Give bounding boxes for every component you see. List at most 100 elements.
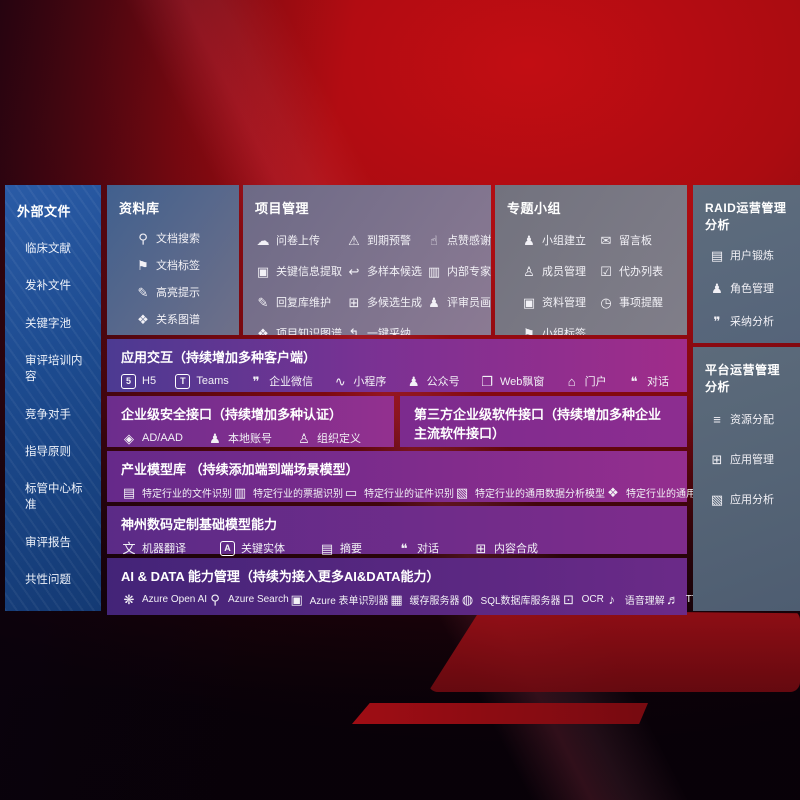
summary-icon: ▤ — [320, 540, 334, 556]
feature-item: ♟ 角色管理 — [709, 280, 792, 296]
feature-item: ❖ 项目知识图谱 — [255, 325, 342, 336]
feature-item: ⊞ 应用管理 — [709, 451, 792, 467]
feature-label: 文档标签 — [156, 260, 200, 272]
feature-item: ❞ 采纳分析 — [709, 313, 792, 329]
miniprogram-icon: ∿ — [334, 373, 346, 389]
feature-label: 代办列表 — [619, 266, 663, 278]
feature-label: 项目知识图谱 — [276, 328, 342, 335]
feature-label: 对话 — [417, 543, 439, 555]
laptop-base-silhouette — [352, 703, 648, 724]
feature-label: 小程序 — [353, 376, 387, 388]
material-manage-icon: ▣ — [522, 294, 536, 310]
feature-item: 文机器翻译 — [121, 540, 186, 556]
laptop-screen-silhouette — [428, 610, 800, 692]
feature-item: ❖ 关系图谱 — [135, 311, 227, 327]
feature-label: 企业微信 — [269, 376, 314, 388]
external-files-list: 临床文献 发补文件 关键字池 审评培训内容 竞争对手 指导原则 标管中心标准 审评报告 共性问题 — [17, 220, 91, 597]
due-alarm-icon: ⚠ — [348, 232, 360, 248]
raid-analysis-title: RAID运营管理分析 — [705, 201, 787, 232]
feature-item: ∿ 小程序 — [332, 373, 386, 389]
ai-data-items: ❋ Azure Open AI ⚲ Azure Search ▣ Azure 表单识别器 ▦… — [121, 592, 705, 607]
feature-item: ✎ 回复库维护 — [255, 294, 342, 310]
thirdparty-interface-row: 第三方企业级软件接口（持续增加多种企业主流软件接口） ⚙API自动化设计器 — [400, 396, 687, 464]
feature-label: 应用管理 — [730, 454, 774, 466]
teams-icon: T — [175, 373, 191, 389]
cloud-upload-icon: ☁ — [256, 232, 270, 248]
sql-database-icon: ◍ — [461, 592, 474, 607]
project-knowledge-graph-icon: ❖ — [257, 325, 269, 336]
azure-search-icon: ⚲ — [210, 592, 220, 607]
feature-item: ☁ 问卷上传 — [255, 232, 342, 248]
document-tag-icon: ⚑ — [137, 257, 149, 273]
feature-label: 角色管理 — [730, 283, 774, 295]
project-management-title: 项目管理 — [255, 201, 310, 216]
feature-item: ✎ 高亮提示 — [135, 284, 227, 300]
member-manage-icon: ♙ — [523, 263, 535, 279]
feature-item: ▥ 内部专家排名 — [426, 263, 491, 279]
multi-sample-candidate-icon: ↩ — [348, 263, 360, 279]
feature-label: AD/AAD — [142, 432, 183, 444]
feature-item: ⊞ 多候选生成 — [346, 294, 422, 310]
feature-label: 语音理解 — [624, 596, 665, 607]
feature-item: ⌂ 门户 — [564, 373, 607, 389]
dialog-icon: ❝ — [630, 373, 638, 389]
official-account-icon: ♟ — [407, 373, 420, 389]
reply-library-icon: ✎ — [257, 294, 269, 310]
feature-label: 内部专家排名 — [447, 266, 491, 278]
group-tag-icon: ⚑ — [523, 325, 535, 336]
feature-label: 摘要 — [340, 543, 362, 555]
qa-bubble-icon: ❞ — [713, 313, 721, 329]
project-management-items: ☁ 问卷上传 ⚠ 到期预警 ☝ 点赞感谢 ▣ 关键信息提取 ↩ 多样本候选 ▥ 内部专家排名 ✎ 回复库维… — [255, 232, 492, 336]
topic-group-panel: 专题小组 ♟ 小组建立 ✉ 留言板 ♙ 成员管理 ☑ 代办列表 ▣ 资料管理 ◷ 事项提醒 ⚑ 小组标签 — [495, 185, 687, 335]
thumbs-up-icon: ☝ — [430, 232, 438, 248]
key-entity-icon: A — [220, 540, 235, 556]
app-analysis-icon: ▧ — [710, 491, 724, 507]
feature-label: 资源分配 — [730, 414, 774, 426]
feature-item: ◷ 事项提醒 — [598, 294, 675, 310]
feature-item: ◈ AD/AAD — [121, 432, 183, 445]
feature-label: H5 — [142, 375, 157, 387]
platform-analysis-items: ≡ 资源分配 ⊞ 应用管理 ▧ 应用分析 — [705, 411, 792, 507]
receipt-recognition-icon: ▥ — [233, 485, 247, 500]
feature-label: 回复库维护 — [276, 297, 331, 309]
feature-item: ▤ 摘要 — [319, 540, 362, 556]
feature-label: 门户 — [584, 376, 607, 388]
feature-label: 关键信息提取 — [276, 266, 342, 278]
reminder-bell-icon: ◷ — [600, 294, 612, 310]
feature-label: 资料管理 — [542, 297, 586, 309]
highlight-pen-icon: ✎ — [137, 284, 149, 300]
external-files-title: 外部文件 — [17, 204, 72, 219]
feature-item: ▣ Azure 表单识别器 — [289, 592, 388, 607]
message-board-icon: ✉ — [600, 232, 612, 248]
project-management-panel: 项目管理 ☁ 问卷上传 ⚠ 到期预警 ☝ 点赞感谢 ▣ 关键信息提取 ↩ 多样本候选 ▥ 内部专家排名… — [243, 185, 491, 335]
multi-candidate-generate-icon: ⊞ — [348, 294, 360, 310]
feature-label: 一键采纳 — [367, 328, 411, 335]
feature-item: ▣ 资料管理 — [521, 294, 598, 310]
feature-label: OCR — [581, 594, 604, 605]
app-interaction-title: 应用交互（持续增加多种客户端） — [121, 350, 317, 365]
industry-model-row: 产业模型库 （持续添加端到端场景模型） ▤ 特定行业的文件识别 ▥ 特定行业的票据识别… — [107, 451, 756, 502]
feature-label: 机器翻译 — [142, 543, 186, 555]
content-synthesis-icon: ⊞ — [475, 540, 487, 556]
feature-label: 公众号 — [426, 376, 460, 388]
web-popup-icon: ❐ — [481, 373, 493, 389]
file-recognition-icon: ▤ — [122, 485, 136, 500]
base-model-title: 神州数码定制基础模型能力 — [121, 517, 278, 532]
user-card-icon: ▤ — [710, 247, 724, 263]
feature-item: ☑ 代办列表 — [598, 263, 675, 279]
feature-label: 多候选生成 — [367, 297, 422, 309]
main-column: 资料库 ⚲文档搜索⚑文档标签✎高亮提示❖关系图谱▤文档分类 项目管理 ☁问卷上传… — [107, 185, 756, 615]
feature-item: ▥ 特定行业的票据识别 — [232, 485, 343, 500]
repository-items: ⚲文档搜索⚑文档标签✎高亮提示❖关系图谱▤文档分类 — [119, 230, 227, 335]
feature-item: ⊞ 内容合成 — [473, 540, 538, 556]
role-manage-icon: ♟ — [711, 280, 723, 296]
feature-item: ≡ 资源分配 — [709, 411, 792, 427]
cache-server-icon: ▦ — [390, 592, 403, 607]
sidebar-item: 关键字池 — [25, 317, 71, 330]
feature-label: 留言板 — [619, 235, 652, 247]
machine-translation-icon: 文 — [122, 540, 136, 556]
knowledge-graph-model-icon: ❖ — [607, 485, 619, 500]
feature-label: 用户锻炼 — [730, 250, 774, 262]
feature-label: 特定行业的证件识别 — [364, 489, 454, 500]
feature-label: Web飘窗 — [499, 376, 545, 388]
